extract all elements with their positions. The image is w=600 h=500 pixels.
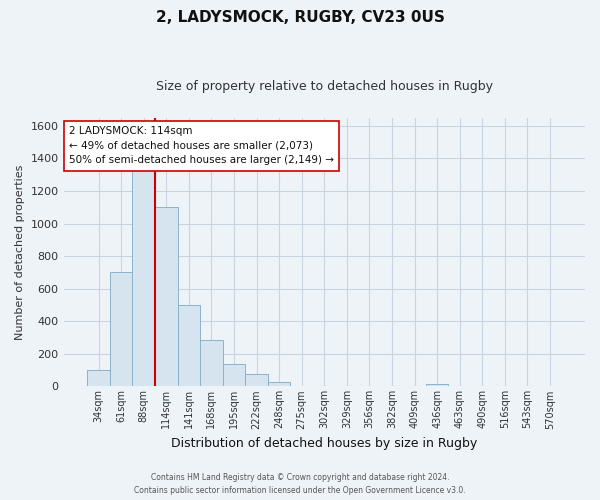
Bar: [268, 382, 290, 386]
Text: 2 LADYSMOCK: 114sqm
← 49% of detached houses are smaller (2,073)
50% of semi-det: 2 LADYSMOCK: 114sqm ← 49% of detached ho…: [69, 126, 334, 166]
Bar: [223, 364, 245, 386]
Bar: [426, 384, 448, 386]
Bar: [87, 370, 110, 386]
Bar: [110, 272, 133, 386]
Title: Size of property relative to detached houses in Rugby: Size of property relative to detached ho…: [156, 80, 493, 93]
Bar: [155, 208, 178, 386]
Bar: [245, 374, 268, 386]
X-axis label: Distribution of detached houses by size in Rugby: Distribution of detached houses by size …: [171, 437, 478, 450]
Text: 2, LADYSMOCK, RUGBY, CV23 0US: 2, LADYSMOCK, RUGBY, CV23 0US: [155, 10, 445, 25]
Y-axis label: Number of detached properties: Number of detached properties: [15, 164, 25, 340]
Bar: [178, 305, 200, 386]
Text: Contains HM Land Registry data © Crown copyright and database right 2024.
Contai: Contains HM Land Registry data © Crown c…: [134, 474, 466, 495]
Bar: [200, 340, 223, 386]
Bar: [133, 168, 155, 386]
